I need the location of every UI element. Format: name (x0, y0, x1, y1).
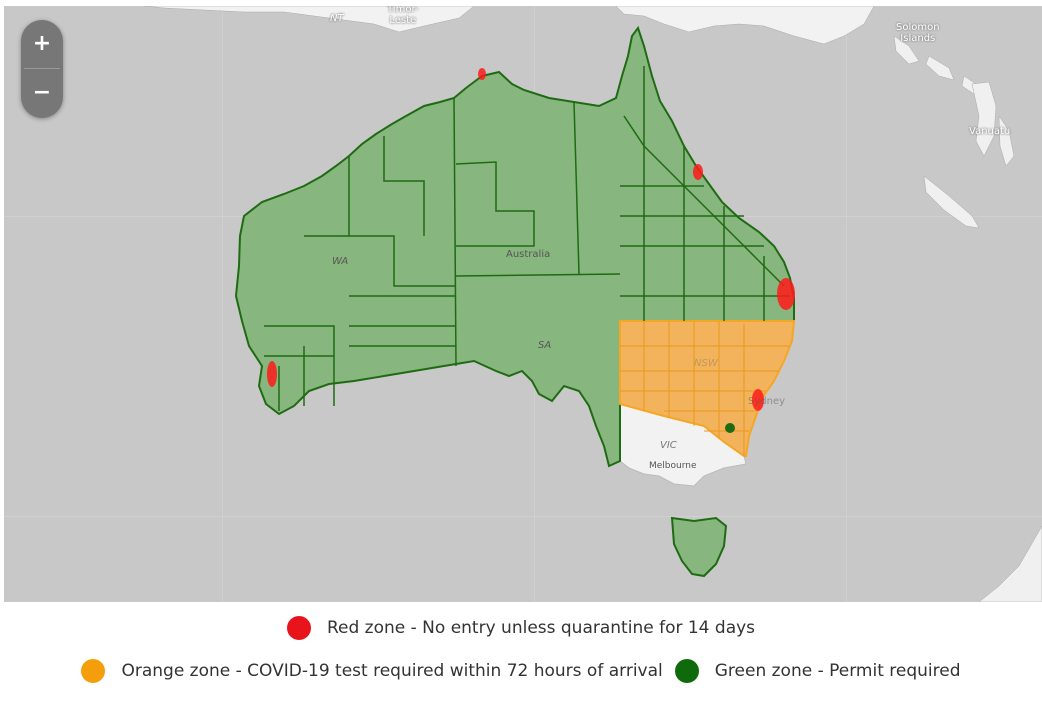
map-canvas (4, 6, 1042, 602)
land-timor (143, 6, 475, 33)
zoom-control: + − (21, 20, 63, 118)
legend-label-green: Green zone - Permit required (714, 661, 961, 681)
land-png (615, 6, 875, 45)
green-zone-canberra[interactable] (725, 423, 735, 433)
orange-dot-icon (81, 659, 106, 683)
green-dot-icon (674, 659, 699, 683)
legend-label-orange: Orange zone - COVID-19 test required wit… (121, 661, 663, 681)
region-orange-nsw[interactable] (619, 320, 796, 457)
red-zone-sydney[interactable] (752, 389, 764, 411)
lga-boundaries-orange (620, 321, 790, 456)
map-view[interactable]: + − NT Timor- Leste Solomon Islands Vanu… (4, 6, 1042, 602)
label-nt: NT (330, 13, 344, 24)
red-zone-brisbane[interactable] (777, 278, 795, 310)
land-vanuatu (971, 81, 1015, 167)
label-solomon: Solomon Islands (896, 22, 940, 44)
label-sydney: Sydney (748, 396, 786, 407)
red-dot-icon (286, 616, 311, 640)
zoom-out-button[interactable]: − (21, 69, 63, 117)
legend-row-1: Red zone - No entry unless quarantine fo… (0, 616, 1042, 640)
region-green-tasmania[interactable] (670, 516, 728, 578)
label-nsw: NSW (694, 358, 718, 369)
red-zone-darwin[interactable] (478, 68, 486, 80)
red-zone-cairns[interactable] (693, 164, 703, 180)
label-vic: VIC (660, 440, 677, 451)
label-vanuatu: Vanuatu (969, 126, 1011, 137)
label-australia: Australia (506, 249, 551, 260)
lga-boundaries-green (264, 66, 790, 411)
red-zone-perth[interactable] (267, 361, 277, 387)
legend-label-red: Red zone - No entry unless quarantine fo… (326, 618, 756, 638)
red-zones (267, 68, 795, 411)
legend-item-green: Green zone - Permit required (674, 659, 961, 683)
zoom-divider (24, 68, 60, 69)
land-new-caledonia (923, 175, 980, 229)
legend-item-red: Red zone - No entry unless quarantine fo… (286, 616, 756, 640)
land-new-zealand (978, 525, 1042, 602)
legend-row-2: Orange zone - COVID-19 test required wit… (0, 659, 1042, 683)
region-green-mainland[interactable] (234, 25, 795, 468)
zoom-in-button[interactable]: + (21, 20, 63, 68)
label-timor: Timor- Leste (387, 6, 419, 26)
legend: Red zone - No entry unless quarantine fo… (0, 602, 1042, 712)
label-sa: SA (538, 340, 552, 351)
label-wa: WA (332, 256, 349, 267)
legend-item-orange: Orange zone - COVID-19 test required wit… (81, 659, 663, 683)
label-melbourne: Melbourne (649, 461, 697, 471)
